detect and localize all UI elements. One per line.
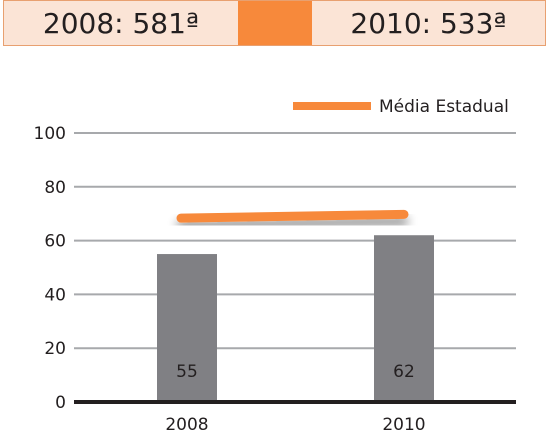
bar-2010: [374, 235, 434, 402]
ranking-banner: 2008: 581ª 2010: 533ª: [3, 0, 546, 46]
y-tick-label: 60: [44, 232, 66, 252]
y-tick-label: 80: [44, 178, 66, 198]
x-tick-label: 2008: [165, 415, 208, 435]
bar-value-label: 62: [393, 362, 415, 382]
y-tick-label: 20: [44, 339, 66, 359]
rank-separator: [238, 1, 312, 45]
legend-label: Média Estadual: [379, 97, 509, 117]
series-line-media-estadual: [176, 209, 409, 223]
x-tick-label: 2010: [382, 415, 425, 435]
bar-value-label: 55: [176, 362, 198, 382]
y-tick-label: 40: [44, 285, 66, 305]
rank-2010: 2010: 533ª: [312, 1, 545, 45]
rank-2008: 2008: 581ª: [4, 1, 238, 45]
bar-2008: [157, 254, 217, 402]
y-tick-label: 0: [55, 393, 66, 413]
y-tick-label: 100: [34, 124, 66, 144]
